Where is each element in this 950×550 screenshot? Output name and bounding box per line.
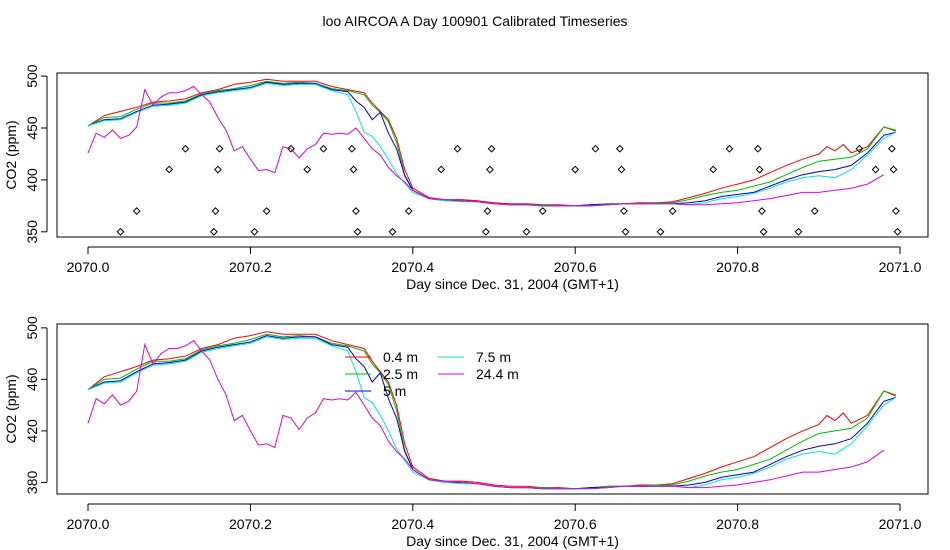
legend-label: 7.5 m (476, 349, 511, 365)
sample-marker (522, 227, 531, 236)
sample-marker (481, 227, 490, 236)
x-tick-label: 2070.8 (716, 259, 759, 275)
sample-marker (725, 144, 734, 153)
y-tick-label: 500 (24, 316, 40, 340)
sample-marker (352, 207, 360, 215)
page-title: loo AIRCOA A Day 100901 Calibrated Times… (322, 13, 627, 29)
sample-marker (889, 165, 898, 174)
sample-marker (211, 207, 220, 215)
sample-marker (319, 144, 328, 153)
sample-marker (388, 227, 397, 236)
sample-marker (487, 144, 496, 153)
sample-marker (794, 227, 803, 236)
x-tick-label: 2070.0 (67, 516, 110, 532)
sample-marker (709, 165, 718, 174)
series-line-24-4-m (87, 85, 885, 207)
y-tick-label: 500 (24, 64, 40, 88)
top-panel: 2070.0 2070.2 2070.4 2070.6 2070.8 2071.0 Day … (3, 64, 929, 292)
x-tick-label: 2070.2 (229, 516, 272, 532)
sample-marker (116, 227, 125, 236)
sample-marker (571, 165, 580, 174)
legend-label: 0.4 m (383, 349, 418, 365)
y-tick-label: 460 (24, 367, 40, 391)
sample-marker (538, 207, 547, 215)
y-tick-label: 400 (24, 168, 40, 192)
y-tick-label: 380 (24, 471, 40, 495)
sample-marker (855, 144, 864, 153)
sample-marker (287, 144, 295, 153)
bottom-panel: 2070.0 2070.2 2070.4 2070.6 2070.8 2071.0 Day … (3, 316, 929, 549)
x-axis-label: Day since Dec. 31, 2004 (GMT+1) (406, 276, 619, 292)
sample-marker (758, 207, 766, 215)
sample-marker (656, 227, 665, 236)
plot-frame (56, 72, 929, 238)
sample-marker (893, 227, 902, 236)
plot-frame (56, 323, 929, 495)
sample-marker (486, 165, 494, 174)
y-axis-label: CO2 (ppm) (3, 374, 19, 443)
x-tick-label: 2070.4 (391, 516, 434, 532)
legend-label: 24.4 m (476, 366, 519, 382)
sample-marker (591, 144, 600, 153)
x-tick-label: 2070.6 (554, 516, 597, 532)
sample-marker (437, 165, 446, 174)
x-tick-label: 2070.6 (554, 259, 597, 275)
series-line-5-m (87, 81, 897, 207)
series-line-24-4-m (87, 340, 885, 490)
sample-marker (132, 207, 141, 215)
y-tick-label: 350 (24, 220, 40, 244)
sample-marker (759, 227, 768, 236)
sample-marker (887, 144, 896, 153)
legend: 0.4 m2.5 m5 m 7.5 m24.4 m (345, 349, 519, 399)
x-axis-label: Day since Dec. 31, 2004 (GMT+1) (406, 533, 619, 549)
sample-marker (209, 227, 218, 236)
x-tick-label: 2070.2 (229, 259, 272, 275)
series-line-0-4-m (87, 78, 897, 207)
sample-marker (615, 144, 624, 153)
sample-marker (892, 207, 900, 215)
legend-label: 5 m (383, 383, 406, 399)
sample-marker (753, 144, 762, 153)
sample-marker (347, 144, 356, 153)
sample-marker (621, 227, 630, 236)
x-tick-label: 2070.0 (67, 259, 110, 275)
sample-marker (404, 207, 413, 215)
sample-marker (250, 227, 259, 236)
x-tick-label: 2070.4 (391, 259, 434, 275)
sample-marker (483, 207, 492, 215)
x-tick-label: 2071.0 (879, 516, 922, 532)
sample-marker (810, 207, 819, 215)
x-tick-label: 2071.0 (879, 259, 922, 275)
series-line-7-5-m (87, 336, 897, 490)
sample-marker (262, 207, 271, 215)
sample-marker (871, 165, 880, 174)
series-line-2-5-m (87, 80, 897, 207)
sample-marker (214, 165, 222, 174)
sample-marker (349, 165, 358, 174)
y-axis-label: CO2 (ppm) (3, 120, 19, 189)
x-tick-label: 2070.8 (716, 516, 759, 532)
sample-marker (181, 144, 190, 153)
sample-marker (755, 165, 764, 174)
y-tick-label: 450 (24, 116, 40, 140)
sample-marker (620, 207, 628, 215)
y-tick-label: 420 (24, 419, 40, 443)
sample-marker (668, 207, 677, 215)
series-line-0-4-m (87, 331, 897, 490)
legend-label: 2.5 m (383, 366, 418, 382)
sample-marker (453, 144, 462, 153)
sample-marker (215, 144, 224, 153)
sample-marker (617, 165, 626, 174)
sample-marker (303, 165, 312, 174)
sample-marker (353, 227, 362, 236)
sample-marker (165, 165, 174, 174)
